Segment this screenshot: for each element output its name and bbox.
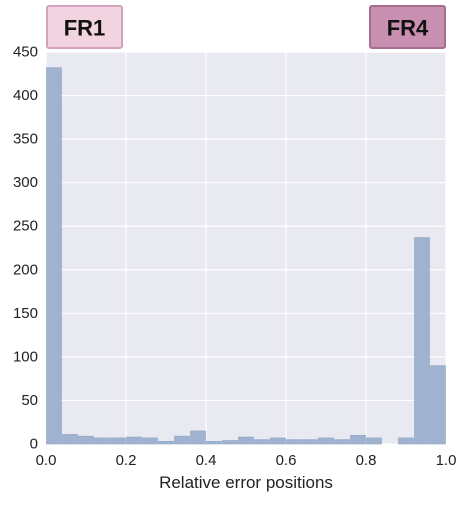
y-tick-label-1: 50 <box>21 392 38 409</box>
histogram-bar-16 <box>303 440 318 444</box>
y-tick-label-4: 200 <box>13 261 38 278</box>
histogram-bar-11 <box>223 441 238 444</box>
histogram-bar-15 <box>287 440 302 444</box>
histogram-bar-14 <box>271 438 286 444</box>
histogram-bar-24 <box>431 366 446 444</box>
x-axis-label: Relative error positions <box>159 473 333 492</box>
x-tick-label-2: 0.4 <box>196 452 217 469</box>
histogram-bar-22 <box>399 438 414 444</box>
region-label-fr4: FR4 <box>370 6 445 48</box>
x-tick-label-3: 0.6 <box>276 452 297 469</box>
histogram-bar-20 <box>367 438 382 444</box>
histogram-bar-23 <box>415 238 430 444</box>
y-tick-label-9: 450 <box>13 44 38 61</box>
region-label-fr1-text: FR1 <box>64 16 106 41</box>
y-tick-label-6: 300 <box>13 174 38 191</box>
y-tick-label-7: 350 <box>13 131 38 148</box>
y-tick-labels: 0 50 100 150 200 250 300 350 400 450 <box>13 44 38 453</box>
region-label-fr1: FR1 <box>47 6 122 48</box>
histogram-bar-7 <box>159 441 174 444</box>
histogram-bar-9 <box>191 431 206 444</box>
x-tick-label-0: 0.0 <box>36 452 57 469</box>
y-tick-label-8: 400 <box>13 87 38 104</box>
histogram-bar-3 <box>95 438 110 444</box>
histogram-bar-19 <box>351 435 366 444</box>
histogram-bar-2 <box>79 436 94 444</box>
plot-background <box>46 52 446 444</box>
x-tick-labels: 0.0 0.2 0.4 0.6 0.8 1.0 <box>36 452 457 469</box>
x-tick-label-5: 1.0 <box>436 452 457 469</box>
histogram-bar-10 <box>207 441 222 444</box>
y-tick-label-0: 0 <box>30 436 38 453</box>
histogram-bar-17 <box>319 438 334 444</box>
histogram-bar-12 <box>239 437 254 444</box>
y-tick-label-5: 250 <box>13 218 38 235</box>
histogram-bar-13 <box>255 440 270 444</box>
histogram-bar-0 <box>47 68 62 444</box>
histogram-bar-8 <box>175 436 190 444</box>
y-tick-label-3: 150 <box>13 305 38 322</box>
y-tick-label-2: 100 <box>13 348 38 365</box>
x-tick-label-1: 0.2 <box>116 452 137 469</box>
histogram-bar-5 <box>127 437 142 444</box>
histogram-bar-1 <box>63 434 78 444</box>
region-label-fr4-text: FR4 <box>387 16 429 41</box>
histogram-bar-6 <box>143 438 158 444</box>
histogram-bar-18 <box>335 440 350 444</box>
histogram-bar-4 <box>111 438 126 444</box>
x-tick-label-4: 0.8 <box>356 452 377 469</box>
